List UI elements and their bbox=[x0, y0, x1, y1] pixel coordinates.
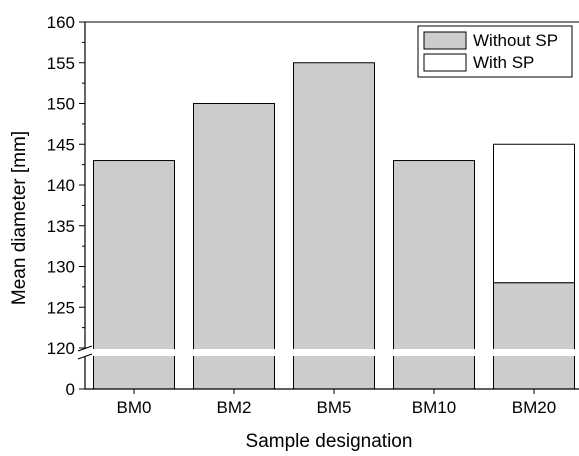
legend-label-without-sp: Without SP bbox=[473, 31, 558, 50]
y-tick-label-140: 140 bbox=[47, 176, 75, 195]
y-tick-label-150: 150 bbox=[47, 95, 75, 114]
x-tick-label-bm0: BM0 bbox=[117, 398, 152, 417]
y-tick-label-0: 0 bbox=[66, 380, 75, 399]
axis-break-mark bbox=[77, 353, 93, 360]
ticks-layer: BM0 BM2 BM5 BM10 BM20 0 120 125 130 135 140 145 150 1… bbox=[47, 13, 557, 417]
y-tick-label-160: 160 bbox=[47, 13, 75, 32]
y-tick-label-145: 145 bbox=[47, 135, 75, 154]
y-axis-title: Mean diameter [mm] bbox=[9, 131, 30, 305]
y-tick-label-130: 130 bbox=[47, 258, 75, 277]
y-tick-label-120: 120 bbox=[47, 339, 75, 358]
legend-label-with-sp: With SP bbox=[473, 53, 534, 72]
bar-without-sp-bm5 bbox=[293, 62, 375, 390]
x-tick-label-bm20: BM20 bbox=[512, 398, 556, 417]
x-tick-label-bm10: BM10 bbox=[412, 398, 456, 417]
bar-with-sp-bm20 bbox=[493, 143, 575, 284]
bars-layer bbox=[93, 62, 575, 390]
x-axis-title: Sample designation bbox=[246, 431, 413, 452]
bar-without-sp-bm20 bbox=[493, 282, 575, 390]
y-tick-label-155: 155 bbox=[47, 54, 75, 73]
x-tick-label-bm5: BM5 bbox=[317, 398, 352, 417]
legend-swatch-with-sp bbox=[423, 53, 467, 72]
y-tick-label-135: 135 bbox=[47, 217, 75, 236]
legend-swatch-without-sp bbox=[423, 31, 467, 50]
axis-break-band bbox=[77, 349, 579, 356]
y-tick-label-125: 125 bbox=[47, 298, 75, 317]
legend: Without SP With SP bbox=[417, 25, 573, 78]
bar-without-sp-bm2 bbox=[193, 103, 275, 390]
x-tick-label-bm2: BM2 bbox=[217, 398, 252, 417]
